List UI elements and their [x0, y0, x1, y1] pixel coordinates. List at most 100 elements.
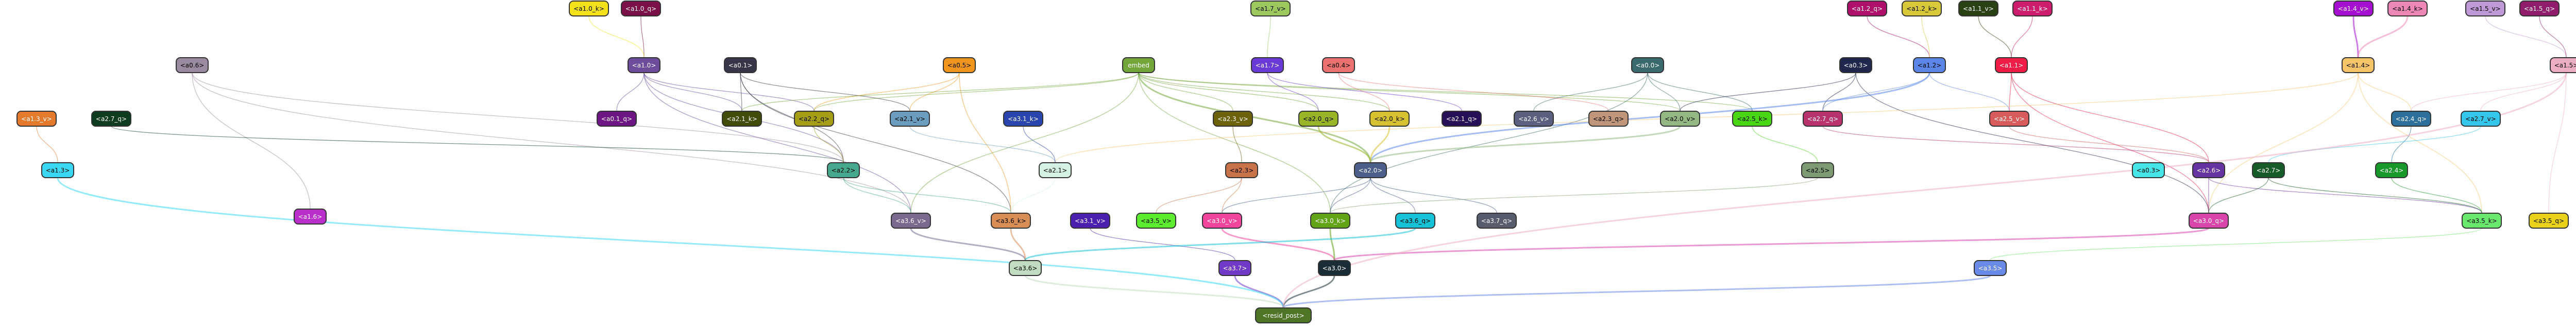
node-a2-1-v[interactable]: <a2.1_v>: [890, 111, 930, 127]
node-a2-5[interactable]: <a2.5>: [1801, 162, 1834, 178]
edge-embed-to-a2_0_k: [1138, 72, 1390, 111]
edge-embed-to-a2_0_q: [1138, 72, 1319, 111]
node-a2-2-q[interactable]: <a2.2_q>: [794, 111, 834, 127]
node-resid-post[interactable]: <resid_post>: [1255, 307, 1312, 323]
node-a2-6[interactable]: <a2.6>: [2192, 162, 2225, 178]
node-a2-1[interactable]: <a2.1>: [1039, 162, 1072, 178]
node-a2-4[interactable]: <a2.4>: [2375, 162, 2408, 178]
node-a2-7-v[interactable]: <a2.7_v>: [2461, 111, 2501, 127]
node-a2-0[interactable]: <a2.0>: [1354, 162, 1387, 178]
edge-a2_0_k-to-a2_0: [1369, 126, 1391, 163]
node-a2-7-q2[interactable]: <a2.7_q>: [1803, 111, 1843, 127]
node-a2-7-q[interactable]: <a2.7_q>: [91, 111, 131, 127]
node-a2-0-k[interactable]: <a2.0_k>: [1369, 111, 1410, 127]
edge-embed-to-a2_0_v: [1138, 72, 1681, 111]
node-a3-0[interactable]: <a3.0>: [1318, 260, 1351, 276]
edge-a2_1_v-to-a2_1: [909, 126, 1056, 163]
node-a3-5-q[interactable]: <a3.5_q>: [2529, 213, 2569, 229]
edge-embed-to-a2_1_k: [741, 72, 1139, 111]
node-a2-0-v[interactable]: <a2.0_v>: [1660, 111, 1700, 127]
node-a3-6-v[interactable]: <a3.6_v>: [891, 213, 931, 229]
node-a2-2[interactable]: <a2.2>: [827, 162, 860, 178]
node-a3-6[interactable]: <a3.6>: [1009, 260, 1042, 276]
edge-a2_0_v-to-a2_0: [1369, 126, 1681, 163]
edge-a1_5_v-to-a1_5: [2485, 15, 2567, 58]
node-a1-0-k[interactable]: <a1.0_k>: [569, 1, 609, 16]
edge-a2_7_v-to-a2_7: [2268, 126, 2481, 163]
edge-a1_2-to-a2_5_v: [1929, 72, 2010, 111]
node-a1-1[interactable]: <a1.1>: [1995, 57, 2028, 73]
edge-a0_1-to-a3_6_k: [740, 72, 1011, 213]
edge-a1_0-to-a2_1_k: [643, 72, 742, 111]
node-a2-3-v[interactable]: <a2.3_v>: [1213, 111, 1253, 127]
node-a0-1[interactable]: <a0.1>: [724, 57, 757, 73]
node-a2-1-q[interactable]: <a2.1_q>: [1442, 111, 1482, 127]
edge-a2_5_k-to-a2_5: [1752, 126, 1818, 163]
node-a1-0-q[interactable]: <a1.0_q>: [621, 1, 661, 16]
edge-a2_0-to-a3_0_k: [1330, 177, 1371, 213]
node-a2-6-v[interactable]: <a2.6_v>: [1514, 111, 1554, 127]
node-a0-1-q[interactable]: <a0.1_q>: [597, 111, 637, 127]
node-a1-7[interactable]: <a1.7>: [1251, 57, 1284, 73]
edge-a1_1_v-to-a1_1: [1978, 15, 2012, 58]
node-a3-0-q[interactable]: <a3.0_q>: [2189, 213, 2229, 229]
node-a1-7-v[interactable]: <a1.7_v>: [1250, 1, 1291, 16]
node-a2-7[interactable]: <a2.7>: [2252, 162, 2285, 178]
node-a0-5[interactable]: <a0.5>: [943, 57, 976, 73]
edge-a1_2_k-to-a1_2: [1921, 15, 1930, 58]
edge-a1_1-to-a2_6: [2011, 72, 2209, 163]
node-a3-1-v[interactable]: <a3.1_v>: [1070, 213, 1110, 229]
node-a3-7[interactable]: <a3.7>: [1218, 260, 1251, 276]
node-a3-0-v[interactable]: <a3.0_v>: [1202, 213, 1242, 229]
edge-a2_7-to-a3_0_q: [2208, 177, 2269, 213]
node-a1-5-q[interactable]: <a1.5_q>: [2519, 1, 2560, 16]
node-a1-5[interactable]: <a1.5>: [2550, 57, 2576, 73]
edge-a2_5_v-to-a2_6: [2009, 126, 2209, 163]
node-a2-3[interactable]: <a2.3>: [1225, 162, 1258, 178]
node-a1-0[interactable]: <a1.0>: [628, 57, 660, 73]
node-a2-5-v[interactable]: <a2.5_v>: [1989, 111, 2029, 127]
edge-a1_2_q-to-a1_2: [1867, 15, 1930, 58]
node-a3-5[interactable]: <a3.5>: [1974, 260, 2007, 276]
edge-embed-to-a2_2_q: [814, 72, 1139, 111]
node-a3-5-k[interactable]: <a3.5_k>: [2462, 213, 2502, 229]
node-a2-0-q[interactable]: <a2.0_q>: [1298, 111, 1338, 127]
node-a3-0-k[interactable]: <a3.0_k>: [1310, 213, 1350, 229]
node-a1-2[interactable]: <a1.2>: [1913, 57, 1946, 73]
node-a1-1-v[interactable]: <a1.1_v>: [1958, 1, 1998, 16]
edge-a0_0-to-a2_6_v: [1533, 72, 1648, 111]
node-a1-4-v[interactable]: <a1.4_v>: [2333, 1, 2374, 16]
node-a0-4[interactable]: <a0.4>: [1322, 57, 1355, 73]
node-a3-5-v[interactable]: <a3.5_v>: [1136, 213, 1176, 229]
edge-a2_4_q-to-a2_4: [2391, 126, 2412, 163]
node-a3-6-q[interactable]: <a3.6_q>: [1395, 213, 1435, 229]
node-a1-4-k[interactable]: <a1.4_k>: [2387, 1, 2428, 16]
node-embed[interactable]: embed: [1122, 57, 1155, 73]
node-a2-4-q[interactable]: <a2.4_q>: [2391, 111, 2431, 127]
node-a1-2-q[interactable]: <a1.2_q>: [1847, 1, 1887, 16]
edge-a1_4-to-a2_4_q: [2358, 72, 2412, 111]
node-a3-1-k[interactable]: <a3.1_k>: [1003, 111, 1043, 127]
node-a2-3-q[interactable]: <a2.3_q>: [1588, 111, 1629, 127]
node-a1-2-k[interactable]: <a1.2_k>: [1902, 1, 1942, 16]
edge-a1_4-to-a3_0_q: [2208, 72, 2359, 213]
edge-a2_6-to-a3_5_k: [2208, 177, 2482, 213]
edge-a1_0_k-to-a1_0: [588, 15, 645, 58]
edge-a3_5_k-to-a3_5: [1990, 228, 2482, 261]
node-a0-3b[interactable]: <a0.3>: [2132, 162, 2165, 178]
node-a2-5-k[interactable]: <a2.5_k>: [1732, 111, 1772, 127]
node-a3-6-k[interactable]: <a3.6_k>: [991, 213, 1031, 229]
node-a2-1-k[interactable]: <a2.1_k>: [722, 111, 762, 127]
node-a0-3[interactable]: <a0.3>: [1839, 57, 1872, 73]
node-a1-4[interactable]: <a1.4>: [2342, 57, 2375, 73]
node-a1-3[interactable]: <a1.3>: [41, 162, 74, 178]
node-a1-1-k[interactable]: <a1.1_k>: [2012, 1, 2053, 16]
node-a0-0[interactable]: <a0.0>: [1631, 57, 1664, 73]
edge-embed-to-a2_5_k: [1138, 72, 1753, 111]
node-a3-7-q[interactable]: <a3.7_q>: [1477, 213, 1517, 229]
node-a0-6[interactable]: <a0.6>: [176, 57, 209, 73]
node-a1-6[interactable]: <a1.6>: [294, 209, 327, 225]
edge-a2_7_q2-to-a2_6: [1822, 126, 2209, 163]
node-a1-5-v[interactable]: <a1.5_v>: [2465, 1, 2505, 16]
node-a1-3-v[interactable]: <a1.3_v>: [16, 111, 57, 127]
